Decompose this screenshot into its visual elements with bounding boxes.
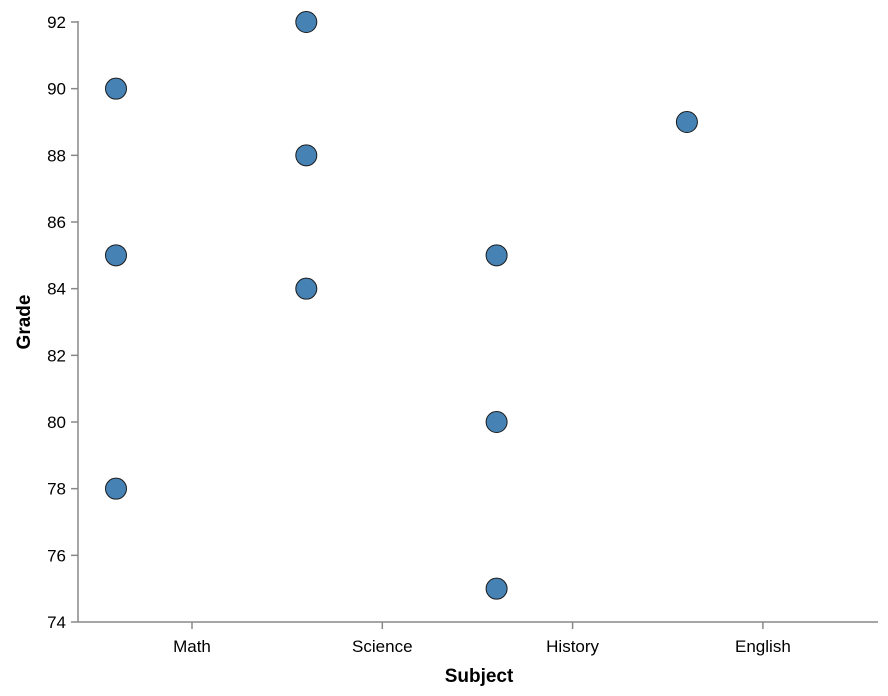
y-tick-label: 78 (47, 480, 66, 499)
x-axis: Math Science History English (78, 621, 878, 656)
y-tick-label: 82 (47, 346, 66, 365)
y-tick-label: 90 (47, 80, 66, 99)
y-axis-title: Grade (14, 295, 35, 350)
data-point (485, 244, 508, 267)
x-axis-title: Subject (445, 666, 514, 687)
data-point (105, 244, 127, 267)
data-point (485, 577, 508, 600)
data-point (105, 477, 127, 500)
data-point (295, 144, 318, 167)
x-tick-label: Science (352, 637, 412, 656)
y-tick-label: 76 (47, 546, 66, 565)
data-point (485, 411, 508, 433)
y-tick-label: 80 (47, 413, 66, 432)
x-tick-label: English (735, 637, 791, 656)
data-points (105, 11, 698, 600)
data-point (295, 11, 318, 33)
y-tick-label: 84 (47, 280, 66, 299)
x-tick-label: Math (173, 637, 211, 656)
y-tick-label: 88 (47, 146, 66, 165)
y-tick-label: 86 (47, 213, 66, 232)
y-axis: 74 76 78 80 82 84 86 88 90 92 (47, 13, 79, 632)
y-tick-label: 74 (47, 613, 66, 632)
data-point (105, 77, 127, 100)
x-tick-label: History (546, 637, 599, 656)
y-tick-label: 92 (47, 13, 66, 32)
data-point (675, 111, 698, 133)
data-point (295, 277, 318, 300)
